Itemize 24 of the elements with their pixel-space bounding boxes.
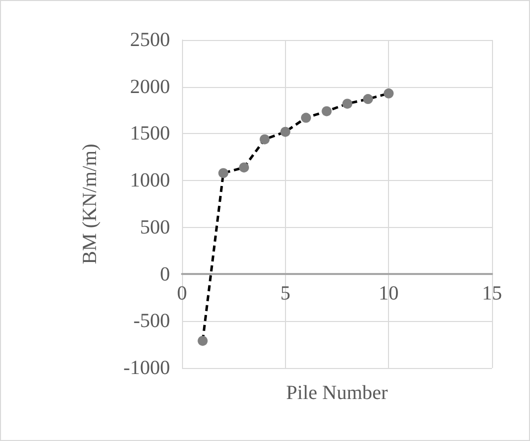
x-tick-label: 0 bbox=[177, 282, 187, 305]
y-tick-label: 2500 bbox=[130, 29, 170, 51]
x-tick-label: 5 bbox=[280, 282, 290, 305]
y-tick-label: -1000 bbox=[123, 357, 170, 379]
y-tick-label: 500 bbox=[140, 216, 170, 238]
point bbox=[260, 134, 270, 144]
y-tick-label: 0 bbox=[160, 263, 170, 286]
y-tick-label: 1000 bbox=[130, 170, 170, 192]
y-tick-label: 2000 bbox=[130, 76, 170, 98]
x-tick-label: 15 bbox=[482, 282, 502, 305]
y-tick-label: -500 bbox=[133, 310, 170, 332]
point bbox=[218, 168, 228, 178]
point bbox=[301, 112, 311, 123]
point bbox=[322, 106, 332, 116]
point bbox=[363, 94, 373, 104]
x-tick-label: 10 bbox=[378, 282, 399, 305]
x-axis-title: Pile Number bbox=[286, 382, 388, 404]
point bbox=[280, 126, 290, 137]
point bbox=[198, 336, 208, 346]
y-tick-label: 1500 bbox=[130, 122, 170, 145]
point bbox=[342, 98, 352, 109]
point bbox=[384, 88, 394, 98]
y-axis-title: BM (KN/m/m) bbox=[79, 144, 101, 264]
point bbox=[239, 162, 249, 172]
